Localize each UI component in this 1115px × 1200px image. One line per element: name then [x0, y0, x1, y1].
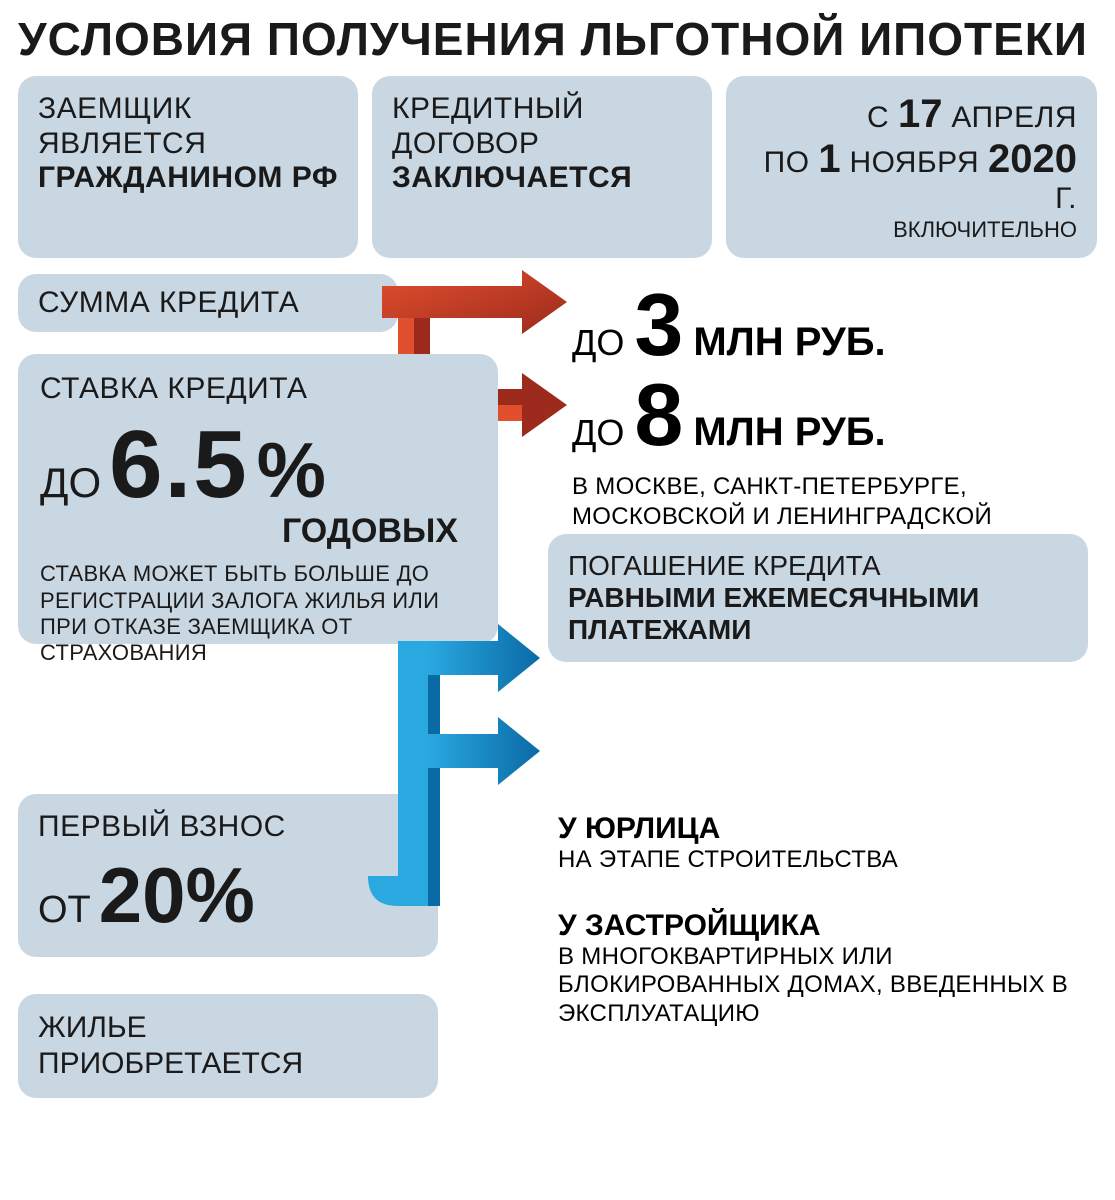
period-incl: ВКЛЮЧИТЕЛЬНО [746, 217, 1077, 242]
box-rate: СТАВКА КРЕДИТА ДО 6.5% ГОДОВЫХ СТАВКА МО… [18, 354, 498, 644]
down-pre: ОТ [38, 889, 91, 932]
from-num: 17 [898, 92, 943, 136]
a1-unit: МЛН РУБ. [693, 320, 885, 365]
seller-s1: НА ЭТАПЕ СТРОИТЕЛЬСТВА [558, 846, 1098, 875]
row-down: ПЕРВЫЙ ВЗНОС ОТ 20% ЖИЛЬЕ ПРИОБРЕТАЕТСЯ … [18, 794, 1097, 1124]
a2-unit: МЛН РУБ. [693, 410, 885, 455]
period-from: С 17 АПРЕЛЯ [746, 92, 1077, 137]
to-pre: ПО [764, 146, 819, 179]
period-to: ПО 1 НОЯБРЯ 2020 Г. [746, 137, 1077, 217]
contract-l3: ЗАКЛЮЧАЕТСЯ [392, 161, 692, 196]
box-borrower: ЗАЕМЩИК ЯВЛЯЕТСЯ ГРАЖДАНИНОМ РФ [18, 76, 358, 258]
to-post: НОЯБРЯ [841, 146, 988, 179]
row-loan: СУММА КРЕДИТА СТАВКА КРЕДИТА ДО 6.5% ГОД… [18, 274, 1097, 644]
box-repayment: ПОГАШЕНИЕ КРЕДИТА РАВНЫМИ ЕЖЕМЕСЯЧНЫМИ П… [548, 534, 1088, 662]
from-pre: С [867, 101, 898, 134]
buy-l2: ПРИОБРЕТАЕТСЯ [38, 1046, 418, 1082]
amount-block: ДО 3 МЛН РУБ. ДО 8 МЛН РУБ. В МОСКВЕ, СА… [572, 274, 1092, 562]
rate-pct: % [257, 425, 326, 516]
loan-sum-label: СУММА КРЕДИТА [38, 286, 299, 321]
to-num: 1 [818, 137, 840, 181]
rate-num: 6.5 [109, 410, 248, 520]
row-conditions: ЗАЕМЩИК ЯВЛЯЕТСЯ ГРАЖДАНИНОМ РФ КРЕДИТНЫ… [18, 76, 1097, 258]
down-num: 20% [99, 850, 255, 941]
amount-2: ДО 8 МЛН РУБ. [572, 364, 1092, 466]
from-post: АПРЕЛЯ [943, 101, 1077, 134]
seller-h2: У ЗАСТРОЙЩИКА [558, 909, 1098, 943]
box-buy: ЖИЛЬЕ ПРИОБРЕТАЕТСЯ [18, 994, 438, 1098]
buy-l1: ЖИЛЬЕ [38, 1010, 418, 1046]
borrower-l2: ЯВЛЯЕТСЯ [38, 127, 338, 162]
a1-pre: ДО [572, 322, 624, 364]
borrower-l1: ЗАЕМЩИК [38, 92, 338, 127]
amount-1: ДО 3 МЛН РУБ. [572, 274, 1092, 376]
box-loan-sum: СУММА КРЕДИТА [18, 274, 398, 332]
contract-l2: ДОГОВОР [392, 127, 692, 162]
page-title: УСЛОВИЯ ПОЛУЧЕНИЯ ЛЬГОТНОЙ ИПОТЕКИ [18, 12, 1097, 66]
rate-per: ГОДОВЫХ [40, 512, 476, 551]
arrows-blue-icon [368, 606, 543, 906]
year: 2020 [988, 137, 1077, 181]
rate-value: ДО 6.5% [40, 410, 476, 520]
rate-pre: ДО [40, 459, 101, 507]
box-period: С 17 АПРЕЛЯ ПО 1 НОЯБРЯ 2020 Г. ВКЛЮЧИТЕ… [726, 76, 1097, 258]
down-label: ПЕРВЫЙ ВЗНОС [38, 810, 418, 845]
down-value: ОТ 20% [38, 850, 418, 941]
box-contract: КРЕДИТНЫЙ ДОГОВОР ЗАКЛЮЧАЕТСЯ [372, 76, 712, 258]
a2-pre: ДО [572, 412, 624, 454]
seller-block: У ЮРЛИЦА НА ЭТАПЕ СТРОИТЕЛЬСТВА У ЗАСТРО… [558, 804, 1098, 1029]
year-suf: Г. [1055, 182, 1077, 215]
seller-s2: В МНОГОКВАРТИРНЫХ ИЛИ БЛОКИРОВАННЫХ ДОМА… [558, 943, 1098, 1029]
repay-l2: РАВНЫМИ ЕЖЕМЕСЯЧНЫМИ ПЛАТЕЖАМИ [568, 582, 1068, 646]
borrower-l3: ГРАЖДАНИНОМ РФ [38, 161, 338, 196]
a2-num: 8 [634, 364, 683, 466]
a1-num: 3 [634, 274, 683, 376]
contract-l1: КРЕДИТНЫЙ [392, 92, 692, 127]
repay-l1: ПОГАШЕНИЕ КРЕДИТА [568, 550, 1068, 582]
rate-label: СТАВКА КРЕДИТА [40, 372, 476, 407]
seller-h1: У ЮРЛИЦА [558, 812, 1098, 846]
